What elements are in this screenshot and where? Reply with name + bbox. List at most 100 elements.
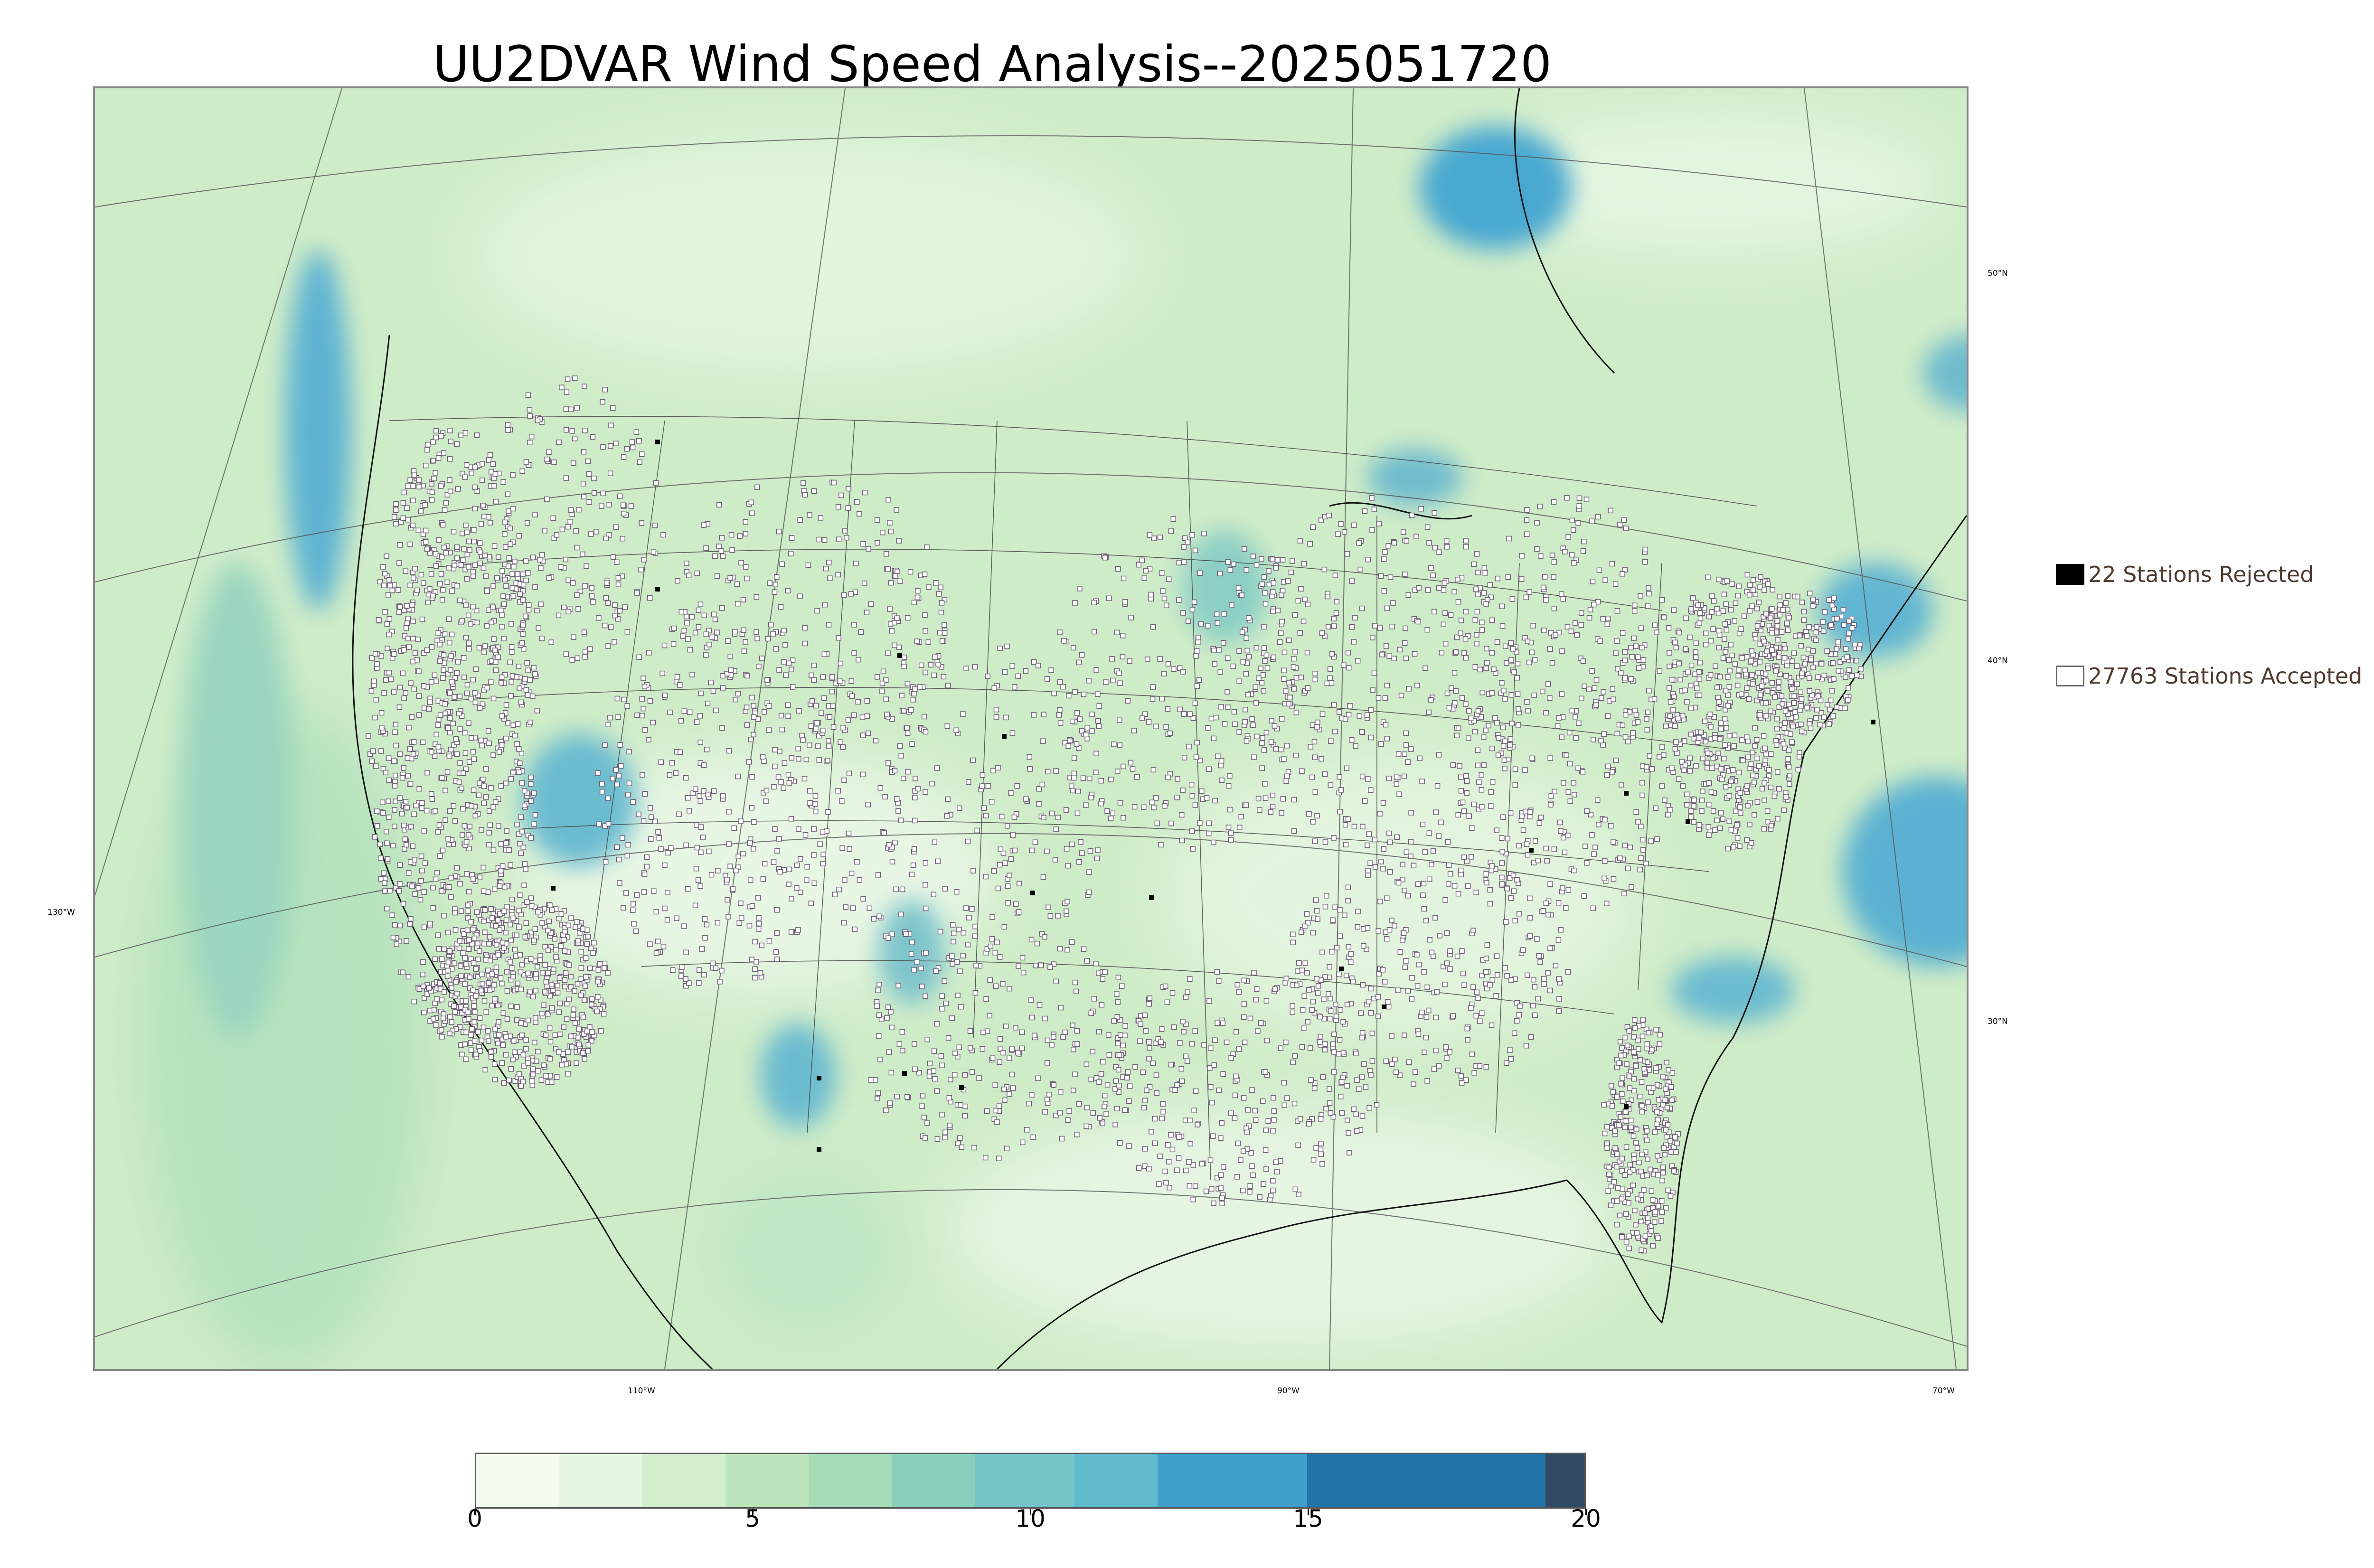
station-marker-accepted xyxy=(403,568,408,574)
station-marker-accepted xyxy=(1270,1128,1276,1134)
station-marker-accepted xyxy=(1041,815,1046,820)
station-marker-accepted xyxy=(482,1067,489,1073)
station-marker-accepted xyxy=(1089,712,1095,717)
station-marker-accepted xyxy=(1315,990,1321,996)
station-marker-accepted xyxy=(702,916,708,922)
station-marker-accepted xyxy=(1074,810,1081,817)
station-marker-accepted xyxy=(1475,762,1481,769)
station-marker-accepted xyxy=(410,483,416,489)
station-marker-accepted xyxy=(589,585,594,591)
station-marker-accepted xyxy=(386,814,392,820)
station-marker-accepted xyxy=(1543,901,1549,906)
station-marker-accepted xyxy=(1363,1084,1369,1090)
station-marker-accepted xyxy=(531,665,537,671)
station-marker-accepted xyxy=(1495,752,1501,758)
station-marker-accepted xyxy=(427,699,433,705)
station-marker-accepted xyxy=(1571,560,1577,566)
station-marker-accepted xyxy=(445,967,451,974)
station-marker-accepted xyxy=(445,836,451,842)
station-marker-accepted xyxy=(528,781,534,787)
station-marker-accepted xyxy=(1631,1049,1637,1055)
station-marker-accepted xyxy=(1512,766,1518,772)
station-marker-accepted xyxy=(1384,936,1390,942)
station-marker-accepted xyxy=(419,800,425,806)
station-marker-accepted xyxy=(1024,1127,1030,1133)
station-marker-accepted xyxy=(1501,687,1507,694)
station-marker-accepted xyxy=(1031,659,1037,665)
station-marker-accepted xyxy=(1283,976,1290,981)
station-marker-accepted xyxy=(696,980,702,986)
station-marker-accepted xyxy=(393,772,398,779)
station-marker-accepted xyxy=(1621,517,1627,523)
station-marker-accepted xyxy=(1147,1045,1152,1051)
station-marker-accepted xyxy=(911,600,917,605)
station-marker-accepted xyxy=(1332,904,1338,910)
station-marker-accepted xyxy=(381,870,386,876)
station-marker-accepted xyxy=(1392,923,1397,929)
station-marker-accepted xyxy=(1218,1185,1224,1191)
station-marker-accepted xyxy=(1103,1111,1109,1117)
station-marker-accepted xyxy=(1383,1058,1389,1064)
station-marker-accepted xyxy=(1236,989,1242,995)
station-marker-accepted xyxy=(1108,816,1114,821)
station-marker-accepted xyxy=(1648,1166,1653,1173)
station-marker-accepted xyxy=(368,688,375,694)
station-marker-accepted xyxy=(1351,1106,1357,1112)
station-marker-accepted xyxy=(816,757,822,763)
station-marker-accepted xyxy=(973,963,979,968)
station-marker-accepted xyxy=(1584,860,1590,866)
station-marker-accepted xyxy=(701,522,707,528)
station-marker-accepted xyxy=(1176,597,1182,603)
station-marker-accepted xyxy=(1533,838,1538,844)
station-marker-accepted xyxy=(1757,712,1763,718)
station-marker-accepted xyxy=(1337,933,1343,939)
station-marker-accepted xyxy=(394,941,399,947)
station-marker-accepted xyxy=(794,885,800,891)
wind-speed-map[interactable] xyxy=(93,86,1969,1371)
station-marker-accepted xyxy=(514,822,520,827)
station-marker-accepted xyxy=(1302,596,1308,602)
station-marker-accepted xyxy=(1445,839,1451,845)
station-marker-accepted xyxy=(1649,766,1655,772)
station-marker-accepted xyxy=(1525,708,1531,714)
station-marker-accepted xyxy=(1642,1210,1648,1216)
station-marker-accepted xyxy=(518,814,524,820)
station-marker-accepted xyxy=(574,919,580,925)
station-marker-accepted xyxy=(468,919,474,925)
station-marker-accepted xyxy=(1341,529,1347,535)
station-marker-accepted xyxy=(766,938,772,944)
station-marker-accepted xyxy=(670,641,677,647)
station-marker-accepted xyxy=(951,1072,958,1078)
station-marker-accepted xyxy=(653,909,659,915)
station-marker-accepted xyxy=(738,560,744,566)
station-marker-accepted xyxy=(1322,839,1328,845)
station-marker-accepted xyxy=(1189,793,1196,799)
station-marker-accepted xyxy=(935,858,941,864)
station-marker-accepted xyxy=(1011,814,1017,820)
station-marker-accepted xyxy=(703,545,709,551)
station-marker-accepted xyxy=(1645,709,1651,715)
station-marker-accepted xyxy=(1279,592,1284,598)
station-marker-accepted xyxy=(689,614,695,620)
station-marker-accepted xyxy=(1318,1116,1324,1122)
station-marker-accepted xyxy=(467,824,472,829)
station-marker-accepted xyxy=(427,586,433,592)
station-marker-accepted xyxy=(1299,768,1305,774)
station-marker-accepted xyxy=(443,500,449,506)
station-marker-accepted xyxy=(1621,891,1627,897)
station-marker-accepted xyxy=(718,548,724,554)
station-marker-accepted xyxy=(848,591,854,597)
station-marker-accepted xyxy=(1339,1110,1345,1116)
station-marker-accepted xyxy=(1249,1087,1255,1093)
station-marker-accepted xyxy=(726,809,732,815)
station-marker-accepted xyxy=(405,974,412,980)
station-marker-accepted xyxy=(1677,629,1682,636)
station-marker-accepted xyxy=(1305,685,1311,691)
station-marker-accepted xyxy=(1375,928,1381,934)
station-marker-accepted xyxy=(1029,1092,1035,1098)
station-marker-accepted xyxy=(1562,549,1568,554)
station-marker-accepted xyxy=(478,737,484,743)
station-marker-accepted xyxy=(1705,760,1710,766)
station-marker-accepted xyxy=(904,725,910,731)
station-marker-accepted xyxy=(465,1009,471,1015)
